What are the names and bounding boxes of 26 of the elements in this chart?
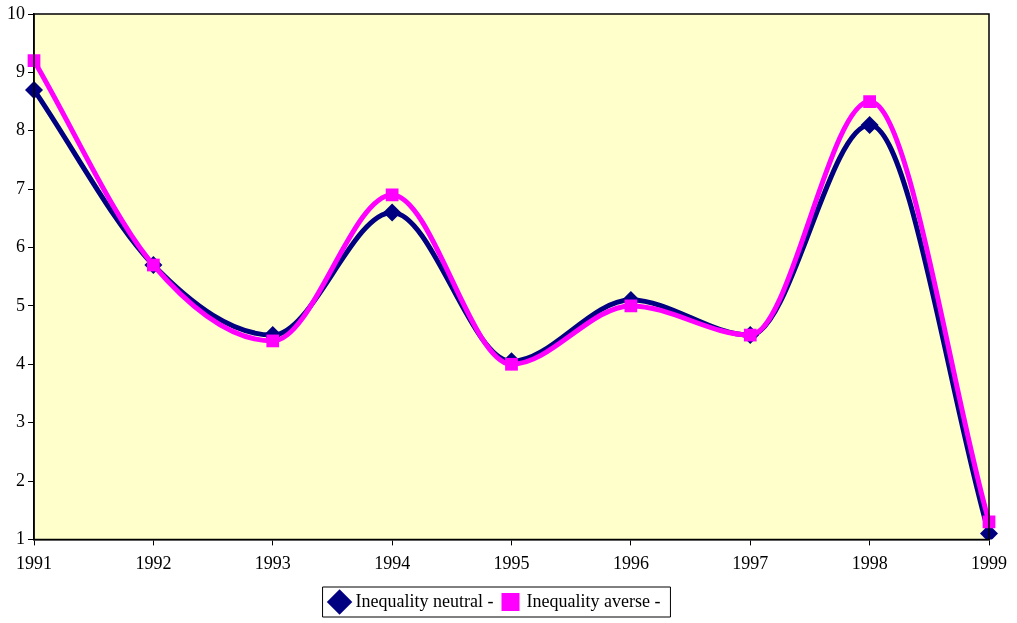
y-tick-label: 3 [16, 411, 25, 432]
y-tick-label: 4 [16, 353, 25, 373]
point [863, 95, 876, 108]
x-tick-label: 1999 [971, 552, 1007, 573]
x-tick-label: 1994 [374, 552, 411, 573]
point [383, 203, 402, 222]
y-tick-label: 5 [16, 294, 25, 315]
y-tick-label: 8 [16, 119, 25, 140]
y-tick-label: 2 [16, 469, 25, 490]
y-tick-label: 10 [7, 2, 25, 23]
y-tick-label: 7 [16, 177, 25, 198]
x-tick-label: 1997 [732, 552, 769, 573]
point [860, 115, 879, 134]
point [505, 357, 518, 371]
legend-label: Inequality neutral - [355, 590, 494, 611]
y-tick-label: 6 [16, 236, 25, 257]
x-tick-label: 1996 [612, 552, 649, 573]
x-tick-label: 1998 [851, 552, 888, 573]
x-tick-label: 1992 [135, 552, 172, 573]
y-tick-label: 1 [16, 528, 25, 549]
legend-label: Inequality averse - [526, 590, 661, 611]
point [266, 334, 280, 348]
x-tick-label: 1993 [254, 552, 291, 573]
x-tick-label: 1995 [493, 552, 530, 573]
y-tick-label: 9 [16, 61, 25, 82]
x-tick-label: 1991 [16, 552, 52, 573]
